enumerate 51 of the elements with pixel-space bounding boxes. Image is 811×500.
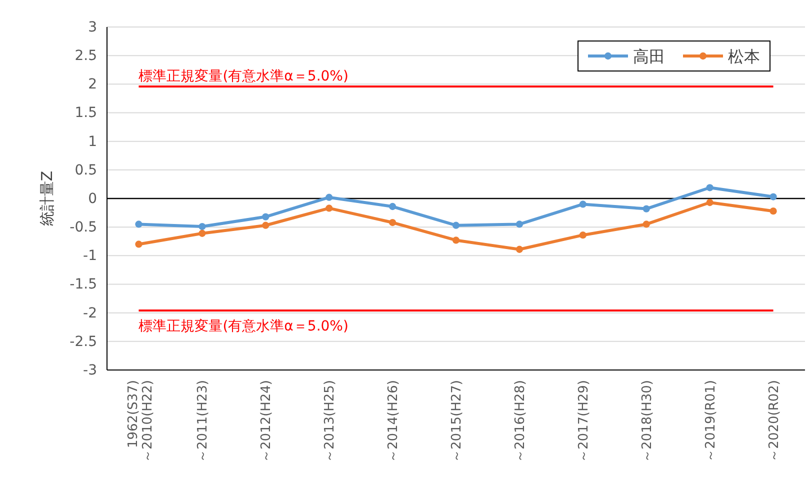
y-tick-label: -3	[83, 362, 97, 378]
x-tick-label: ～2013(H25)	[322, 380, 338, 463]
y-tick-label: 2	[88, 76, 97, 93]
x-tick-label: 1962(S37)～2010(H22)	[126, 380, 156, 463]
point	[326, 194, 333, 201]
point	[452, 222, 460, 229]
point	[135, 240, 142, 248]
point	[262, 222, 270, 229]
legend-label: 高田	[633, 47, 665, 66]
ref-line-label: 標準正規変量(有意水準α＝5.0%)	[138, 318, 348, 335]
x-tick-label: ～2012(H24)	[259, 380, 274, 463]
x-tick-label: ～2014(H26)	[386, 380, 402, 463]
y-tick-label: 2.5	[74, 48, 97, 64]
ref-line-label: 標準正規変量(有意水準α＝5.0%)	[138, 68, 348, 84]
x-tick-label: ～2015(H27)	[450, 380, 465, 463]
point	[326, 204, 333, 212]
x-tick-label: ～2011(H23)	[196, 380, 211, 463]
y-tick-label: 1	[88, 134, 97, 150]
y-tick-label: -2.5	[70, 334, 97, 350]
point	[388, 202, 396, 210]
y-tick-label: -2	[83, 305, 97, 322]
y-tick-label: 3	[88, 19, 97, 36]
point	[579, 232, 586, 239]
point	[706, 184, 714, 192]
x-tick-label: ～2016(H28)	[513, 380, 528, 463]
point	[198, 230, 206, 237]
y-axis-title: 統計量Z	[38, 170, 56, 226]
y-tick-label: 0	[88, 190, 97, 207]
point	[388, 218, 396, 226]
y-tick-label: 0.5	[74, 162, 97, 178]
point	[452, 236, 460, 244]
point	[642, 220, 650, 228]
point	[135, 220, 142, 228]
y-tick-label: -1	[83, 248, 97, 264]
y-tick-label: 1.5	[74, 105, 97, 122]
legend-label: 松本	[728, 47, 760, 66]
point	[198, 222, 206, 230]
x-tick-label: ～2020(R02)	[766, 380, 782, 462]
point	[770, 193, 777, 200]
y-tick-label: -0.5	[70, 220, 97, 236]
point	[579, 200, 586, 208]
x-tick-label: ～2019(R01)	[703, 380, 718, 462]
point	[262, 213, 270, 220]
x-tick-label: ～2017(H29)	[576, 380, 592, 463]
point	[770, 208, 777, 215]
y-tick-label: -1.5	[70, 276, 97, 293]
point	[706, 198, 714, 206]
x-tick-label: ～2018(H30)	[640, 380, 655, 463]
point	[642, 205, 650, 212]
point	[516, 246, 524, 253]
point	[516, 220, 524, 228]
